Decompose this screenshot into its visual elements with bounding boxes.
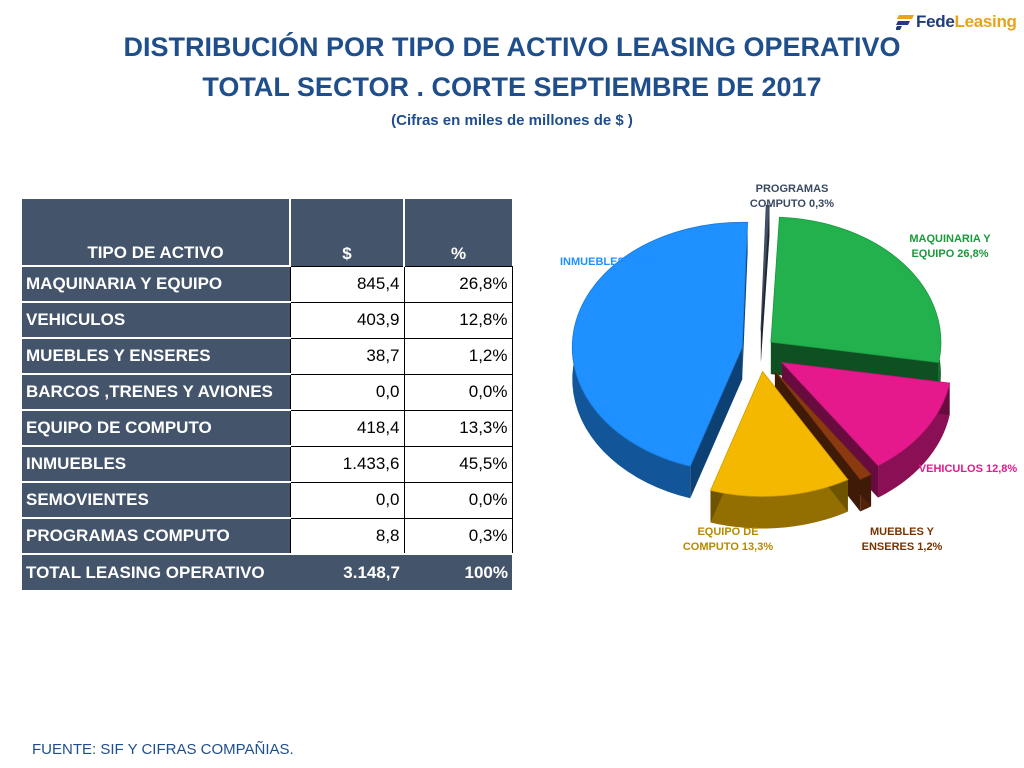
- row-pct: 1,2%: [403, 337, 513, 375]
- pie-label-line: COMPUTO 13,3%: [683, 541, 773, 553]
- pie-slice-side: [710, 479, 848, 529]
- table-row: MUEBLES Y ENSERES 38,7 1,2%: [22, 337, 513, 375]
- total-value: 3.148,7: [290, 553, 404, 590]
- page-title-line2: TOTAL SECTOR . CORTE SEPTIEMBRE DE 2017: [202, 72, 822, 102]
- pie-slice-side: [878, 383, 950, 498]
- table-row: SEMOVIENTES 0,0 0,0%: [22, 481, 513, 519]
- row-name: MAQUINARIA Y EQUIPO: [22, 265, 290, 302]
- table-row: BARCOS ,TRENES Y AVIONES 0,0 0,0%: [22, 373, 513, 411]
- header-pct: %: [404, 199, 512, 266]
- table-row: EQUIPO DE COMPUTO 418,4 13,3%: [22, 409, 513, 447]
- row-name: INMUEBLES: [22, 445, 290, 482]
- source-note: FUENTE: SIF Y CIFRAS COMPAÑIAS.: [32, 741, 294, 758]
- row-value: 845,4: [289, 265, 405, 303]
- row-name: EQUIPO DE COMPUTO: [22, 409, 290, 446]
- row-pct: 0,3%: [403, 517, 513, 555]
- pie-label-5: PROGRAMAS COMPUTO 0,3%: [750, 183, 834, 210]
- pie-slice-1: [780, 362, 951, 467]
- row-name: SEMOVIENTES: [22, 481, 290, 518]
- row-name: VEHICULOS: [22, 301, 290, 338]
- pie-label-1: VEHICULOS 12,8%: [919, 463, 1018, 475]
- table-row: PROGRAMAS COMPUTO 8,8 0,3%: [22, 517, 513, 555]
- page-subtitle: (Cifras en miles de millones de $ ): [391, 112, 633, 129]
- table-header-row: TIPO DE ACTIVO $ %: [22, 199, 512, 266]
- pie-label-line: VEHICULOS 12,8%: [919, 463, 1018, 475]
- row-pct: 0,0%: [403, 481, 513, 519]
- table-row: INMUEBLES 1.433,6 45,5%: [22, 445, 513, 483]
- row-name: BARCOS ,TRENES Y AVIONES: [22, 373, 290, 410]
- pie-label-line: COMPUTO 0,3%: [750, 198, 834, 210]
- row-value: 0,0: [289, 373, 405, 411]
- pie-label-line: INMUEBLES 45,5%: [560, 256, 659, 268]
- pie-slice-wall: [760, 205, 770, 363]
- row-name: PROGRAMAS COMPUTO: [22, 517, 290, 554]
- row-value: 403,9: [289, 301, 405, 339]
- pie-label-2: MUEBLES Y ENSERES 1,2%: [862, 526, 943, 553]
- page-title-line1: DISTRIBUCIÓN POR TIPO DE ACTIVO LEASING …: [123, 32, 901, 62]
- row-name: MUEBLES Y ENSERES: [22, 337, 290, 374]
- pie-label-line: EQUIPO 26,8%: [911, 248, 988, 260]
- logo-text-part1: Fede: [916, 12, 955, 31]
- header-tipo: TIPO DE ACTIVO: [22, 199, 291, 266]
- row-pct: 45,5%: [403, 445, 513, 483]
- header-value: $: [290, 199, 405, 266]
- row-value: 0,0: [289, 481, 405, 519]
- row-pct: 0,0%: [403, 373, 513, 411]
- row-value: 418,4: [289, 409, 405, 447]
- logo-icon: [896, 15, 914, 30]
- pie-label-line: MUEBLES Y: [870, 526, 935, 538]
- pie-slice-0: [770, 216, 942, 364]
- row-value: 8,8: [289, 517, 405, 555]
- total-pct: 100%: [404, 553, 512, 590]
- row-pct: 26,8%: [403, 265, 513, 303]
- row-pct: 13,3%: [403, 409, 513, 447]
- pie-slice-5: [760, 204, 770, 331]
- row-value: 38,7: [289, 337, 405, 375]
- pie-label-line: MAQUINARIA Y: [909, 233, 991, 245]
- pie-label-4: INMUEBLES 45,5%: [560, 256, 659, 268]
- pie-label-line: EQUIPO DE: [697, 526, 758, 538]
- total-name: TOTAL LEASING OPERATIVO: [22, 553, 290, 590]
- pie-chart: MAQUINARIA Y EQUIPO 26,8% VEHICULOS 12,8% M…: [560, 183, 1018, 553]
- pie-label-line: ENSERES 1,2%: [862, 541, 943, 553]
- logo-text-part2: Leasing: [954, 12, 1017, 31]
- table-row: MAQUINARIA Y EQUIPO 845,4 26,8%: [22, 265, 513, 303]
- pie-label-0: MAQUINARIA Y EQUIPO 26,8%: [909, 233, 991, 260]
- pie-label-line: PROGRAMAS: [756, 183, 829, 195]
- pie-slice-wall: [690, 347, 743, 499]
- pie-slice-3: [709, 370, 849, 497]
- pie-slice-2: [774, 371, 872, 480]
- fedeleasing-logo: FedeLeasing: [896, 10, 1017, 36]
- asset-table: TIPO DE ACTIVO $ % MAQUINARIA Y EQUIPO 84…: [22, 199, 513, 590]
- row-value: 1.433,6: [289, 445, 405, 483]
- pie-slice-4: [571, 221, 748, 467]
- table-row: VEHICULOS 403,9 12,8%: [22, 301, 513, 339]
- pie-label-3: EQUIPO DE COMPUTO 13,3%: [683, 526, 773, 553]
- table-total-row: TOTAL LEASING OPERATIVO 3.148,7 100%: [22, 553, 512, 590]
- row-pct: 12,8%: [403, 301, 513, 339]
